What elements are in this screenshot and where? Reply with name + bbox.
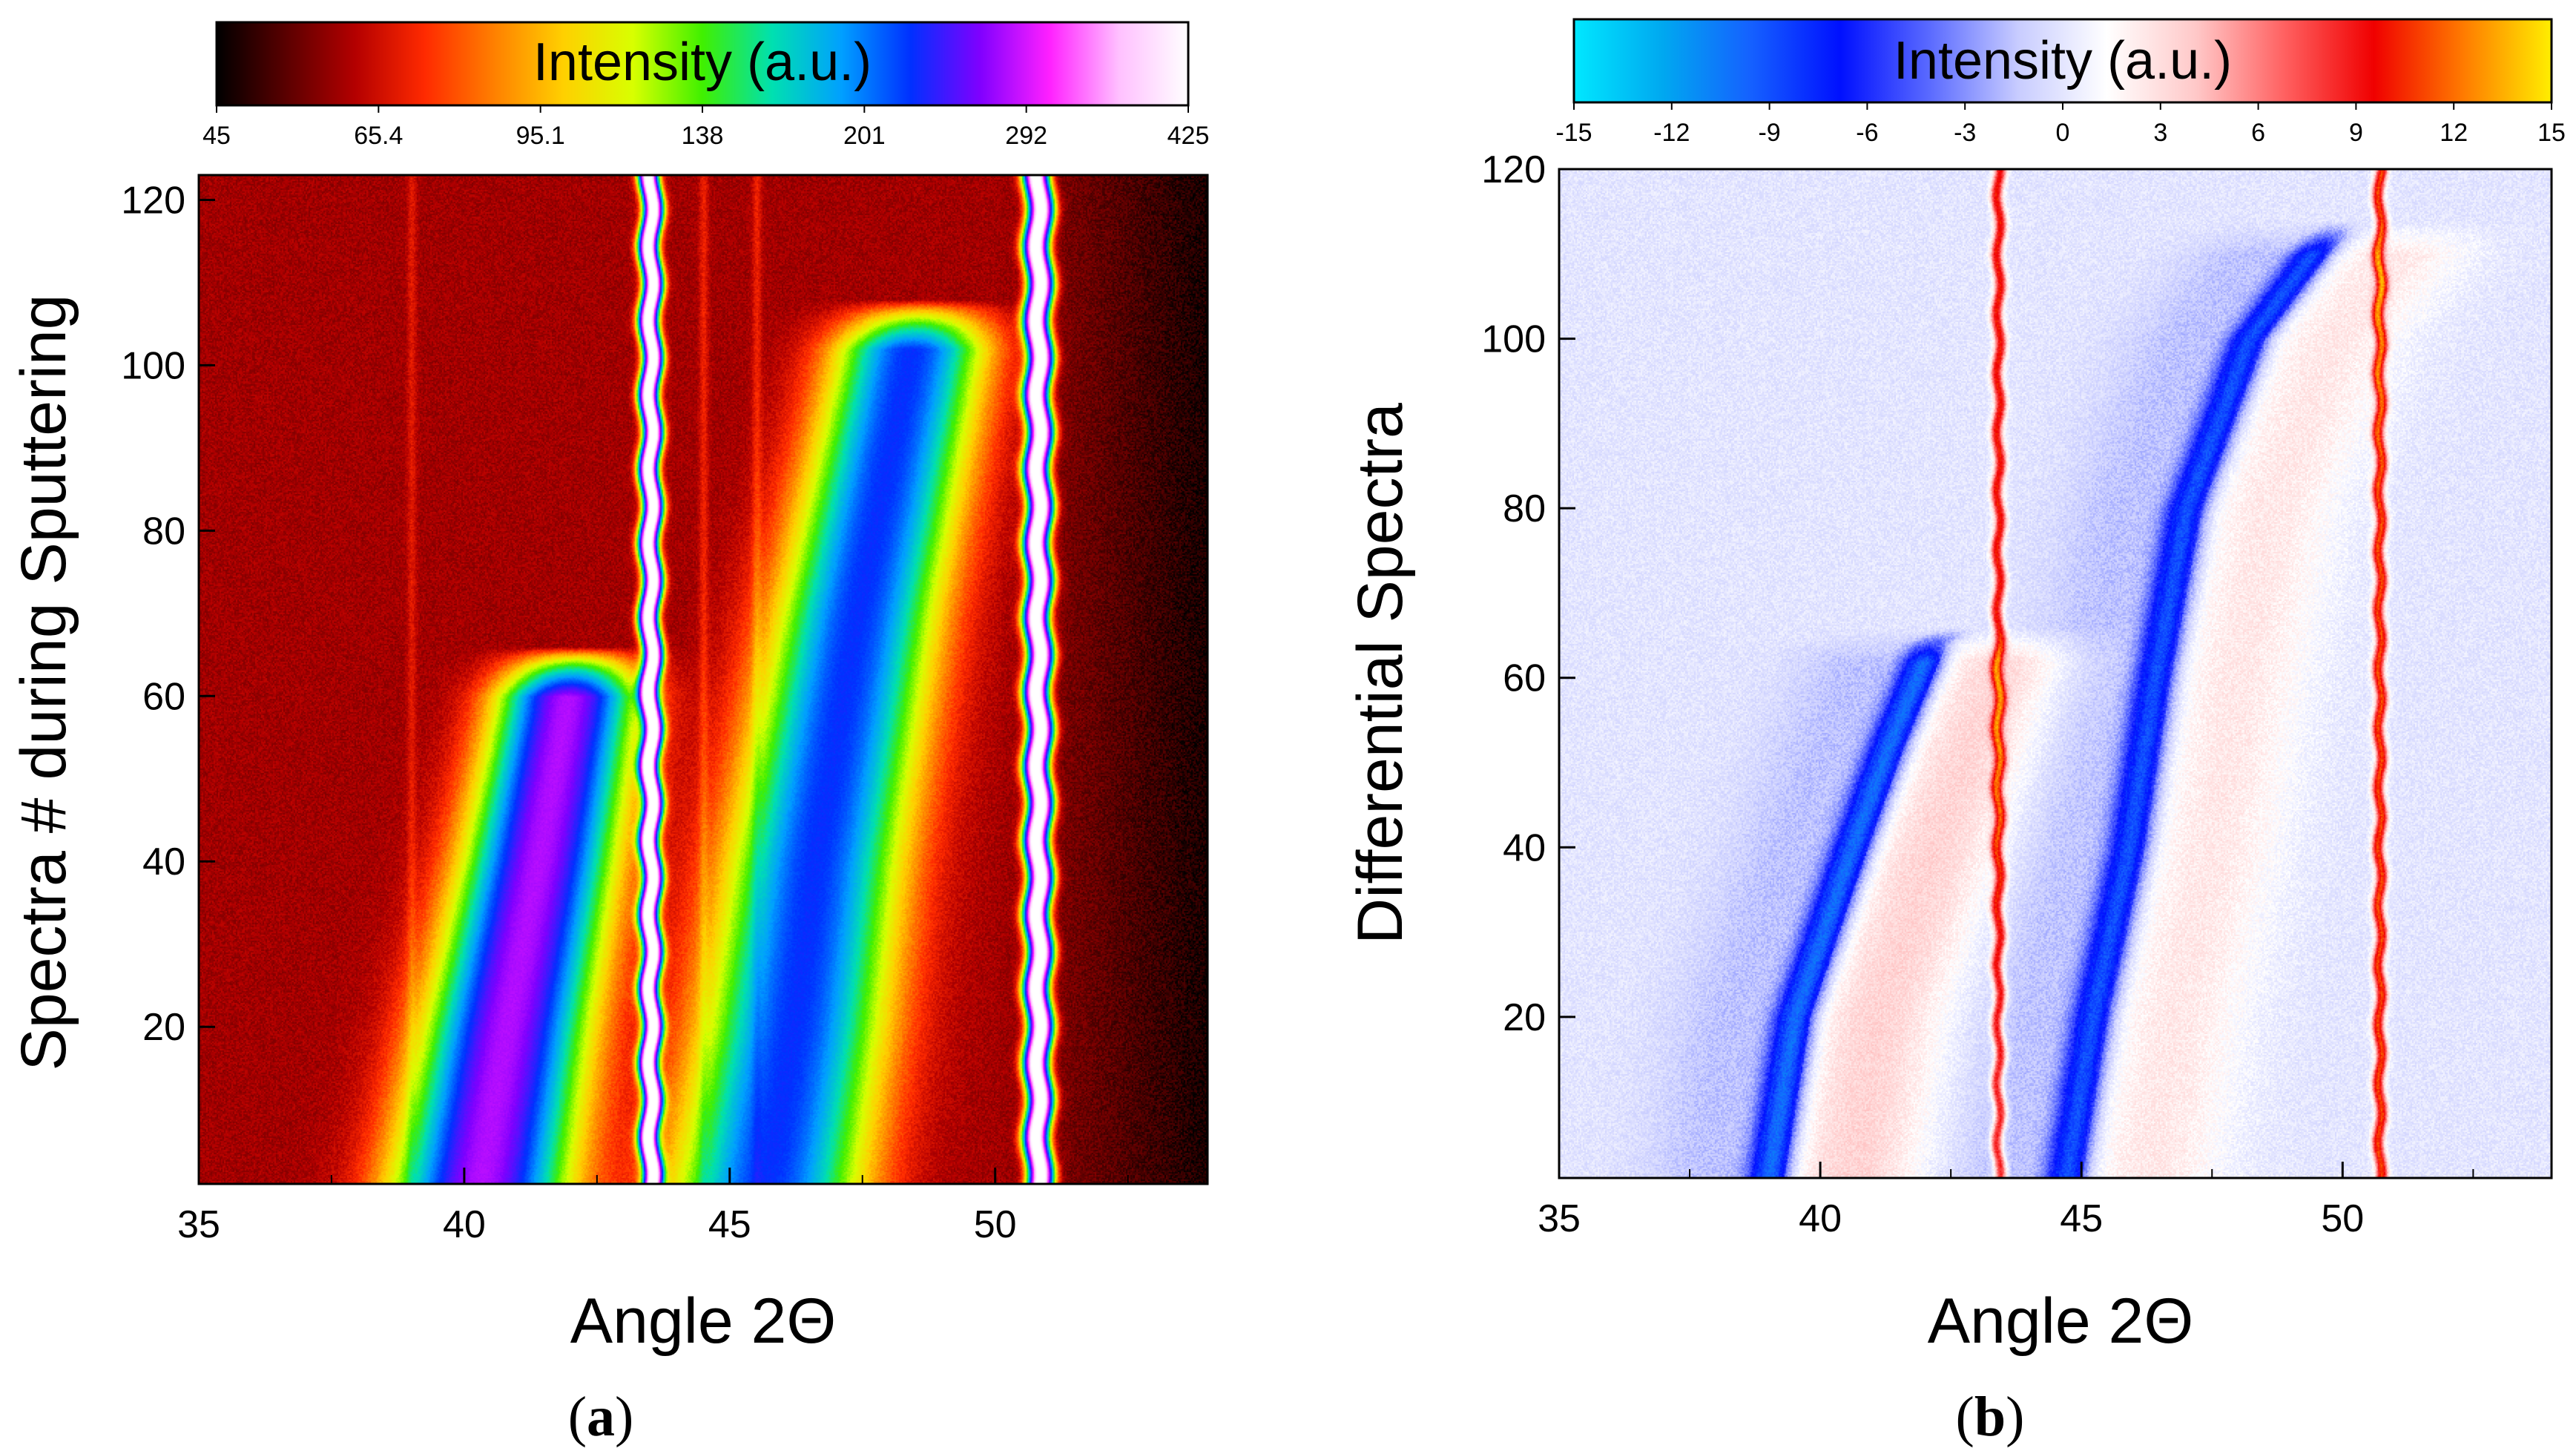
panel-b-letter: b xyxy=(1974,1386,2006,1448)
y-tick-label: 80 xyxy=(1503,487,1546,530)
colorbar-tick-label: 292 xyxy=(1005,122,1047,150)
y-tick-label: 120 xyxy=(121,179,185,222)
colorbar-a xyxy=(215,21,1190,107)
heatmap-a-container xyxy=(199,175,1208,1184)
y-tick-label: 40 xyxy=(1503,826,1546,869)
colorbar-tick-label: -9 xyxy=(1758,119,1780,147)
colorbar-tick-label: 425 xyxy=(1167,122,1210,150)
x-axis-label-a: Angle 2Θ xyxy=(570,1286,837,1357)
colorbar-b xyxy=(1572,18,2553,104)
colorbar-tick-label: 95.1 xyxy=(516,122,565,150)
colorbar-b-title: Intensity (a.u.) xyxy=(1894,31,2232,90)
plot-frame-a xyxy=(197,174,1209,1185)
x-tick-label: 50 xyxy=(2321,1197,2364,1240)
y-tick-label: 20 xyxy=(142,1006,185,1049)
colorbar-tick-label: -15 xyxy=(1555,119,1592,147)
y-tick-label: 80 xyxy=(142,510,185,553)
colorbar-tick-label: 65.4 xyxy=(354,122,403,150)
colorbar-tick-label: -12 xyxy=(1653,119,1690,147)
panel-a-caption: (a) xyxy=(568,1386,634,1448)
colorbar-tick-label: 15 xyxy=(2537,119,2566,147)
x-tick-label: 35 xyxy=(177,1203,220,1246)
colorbar-tick-label: -6 xyxy=(1856,119,1878,147)
axes-a: 35 40 45 50 20 40 60 80 100 120 xyxy=(121,179,1129,1246)
y-axis-label-a: Spectra # during Sputtering xyxy=(8,294,79,1071)
x-axis-label-b: Angle 2Θ xyxy=(1928,1286,2194,1357)
panel-b-caption: (b) xyxy=(1956,1386,2025,1448)
colorbar-a-ticks: 45 65.4 95.1 138 201 292 425 xyxy=(202,105,1209,150)
plot-frame-b xyxy=(1558,168,2553,1179)
colorbar-tick-label: -3 xyxy=(1954,119,1976,147)
y-tick-label: 40 xyxy=(142,840,185,883)
heatmap-b xyxy=(1559,169,2552,1178)
y-tick-label: 100 xyxy=(121,344,185,387)
colorbar-tick-label: 9 xyxy=(2349,119,2363,147)
panel-a-letter: a xyxy=(587,1386,615,1448)
x-tick-label: 50 xyxy=(974,1203,1017,1246)
y-tick-label: 120 xyxy=(1481,148,1546,191)
colorbar-tick-label: 45 xyxy=(202,122,231,150)
panel-b: Intensity (a.u.) -15 -12 -9 -6 -3 0 3 6 9 12 15 35… xyxy=(1345,18,2566,1448)
y-axis-label-b: Differential Spectra xyxy=(1345,403,1416,944)
colorbar-tick-label: 0 xyxy=(2056,119,2070,147)
y-tick-label: 20 xyxy=(1503,996,1546,1039)
x-tick-label: 40 xyxy=(443,1203,486,1246)
x-tick-label: 45 xyxy=(2060,1197,2103,1240)
heatmap-a xyxy=(199,175,1208,1184)
colorbar-tick-label: 3 xyxy=(2153,119,2167,147)
x-tick-label: 40 xyxy=(1799,1197,1842,1240)
colorbar-tick-label: 201 xyxy=(843,122,886,150)
axes-b: 35 40 45 50 20 40 60 80 100 120 xyxy=(1481,148,2474,1240)
x-tick-label: 45 xyxy=(708,1203,751,1246)
colorbar-tick-label: 6 xyxy=(2251,119,2265,147)
heatmap-b-container xyxy=(1559,169,2552,1178)
colorbar-a-title: Intensity (a.u.) xyxy=(533,33,872,92)
colorbar-tick-label: 12 xyxy=(2440,119,2468,147)
panel-a: Intensity (a.u.) 45 65.4 95.1 138 201 292 425 … xyxy=(8,21,1209,1448)
x-tick-label: 35 xyxy=(1538,1197,1581,1240)
y-tick-label: 60 xyxy=(1503,657,1546,700)
y-tick-label: 60 xyxy=(142,675,185,718)
y-tick-label: 100 xyxy=(1481,318,1546,361)
colorbar-tick-label: 138 xyxy=(682,122,724,150)
colorbar-b-ticks: -15 -12 -9 -6 -3 0 3 6 9 12 15 xyxy=(1555,102,2566,147)
